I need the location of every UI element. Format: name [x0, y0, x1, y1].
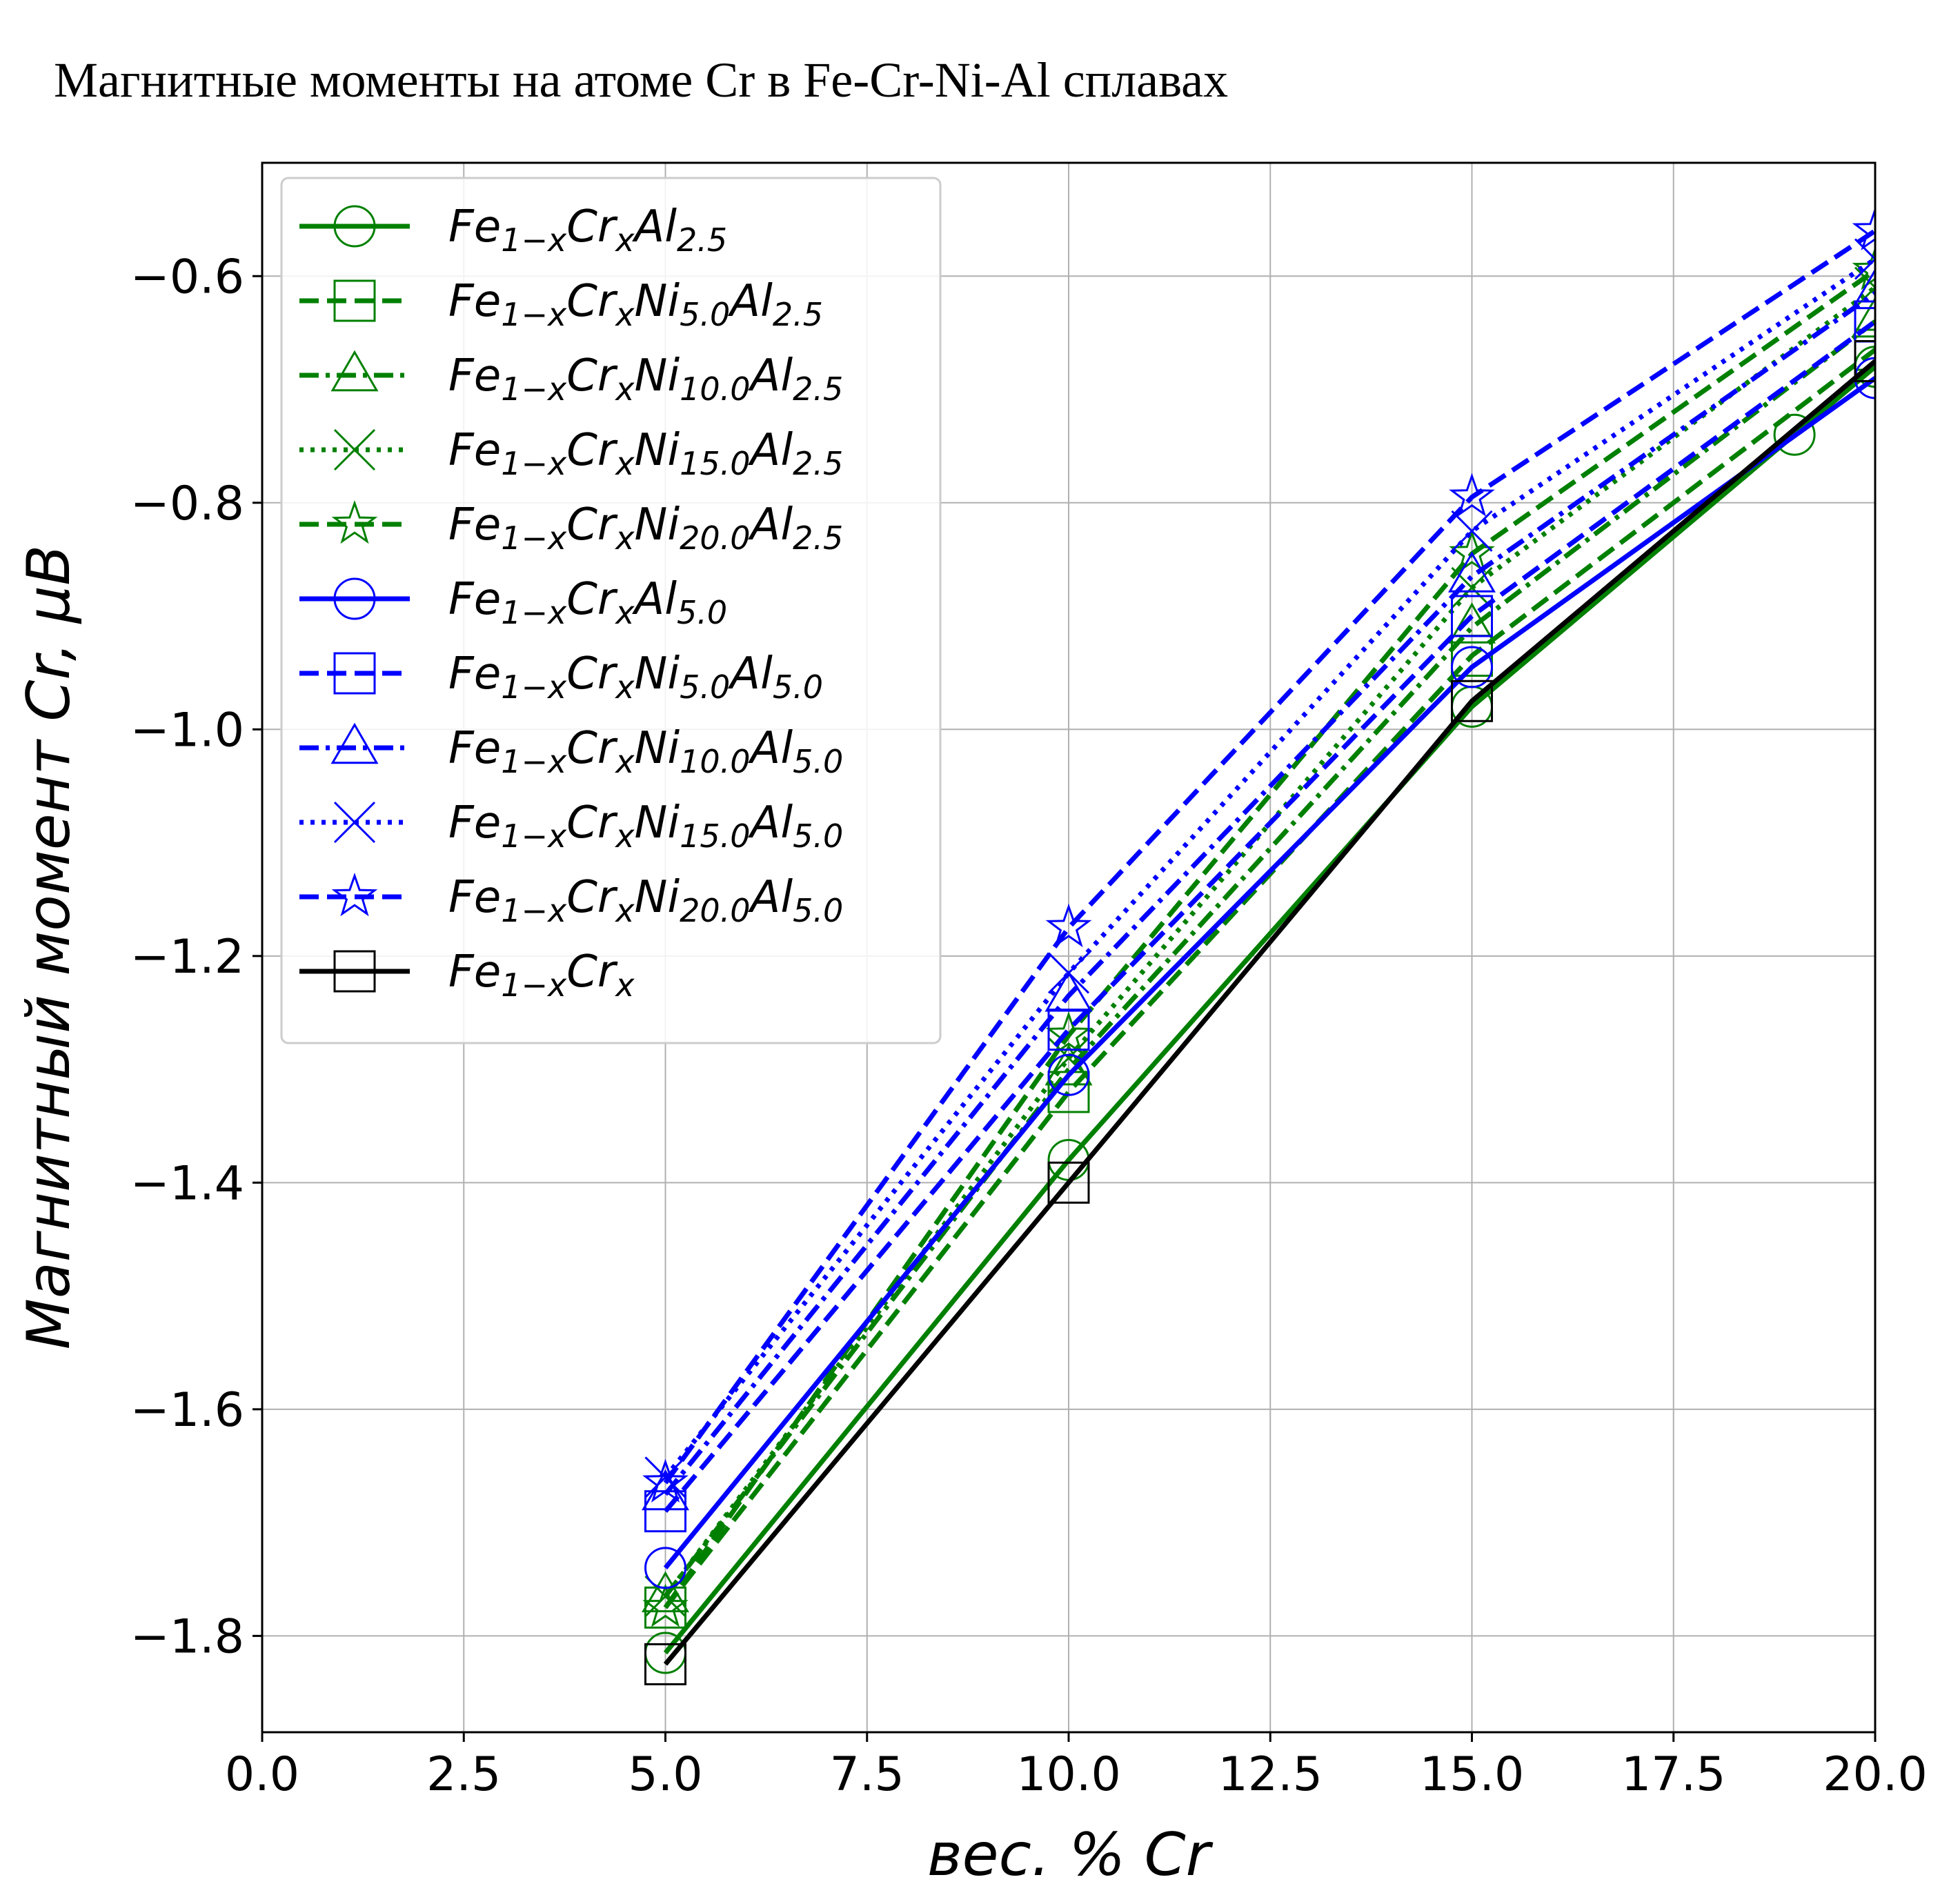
legend-entry: Fe1−xCrxNi5.0Al2.5	[299, 276, 823, 333]
legend-entry: Fe1−xCrxAl5.0	[299, 574, 727, 631]
series-10	[642, 206, 1875, 1503]
data-point-square	[1047, 1161, 1090, 1204]
legend-label: Fe1−xCrxNi10.0Al5.0	[448, 723, 843, 780]
series-11	[644, 339, 1875, 1685]
data-point-star	[1852, 246, 1875, 290]
data-point-triangle	[1851, 296, 1875, 338]
x-tick-label: 0.0	[225, 1747, 299, 1802]
data-point-x	[644, 1456, 686, 1498]
data-point-x	[333, 428, 376, 471]
x-tick-label: 15.0	[1420, 1747, 1524, 1802]
y-tick-label: −0.6	[130, 250, 244, 304]
legend-entry: Fe1−xCrx	[299, 946, 635, 1004]
data-point-square	[1854, 300, 1875, 343]
data-point-x	[1451, 510, 1493, 552]
data-point-circle	[1451, 646, 1493, 688]
x-tick-label: 20.0	[1823, 1747, 1927, 1802]
y-axis: −1.8 −1.6 −1.4 −1.2 −1.0 −0.8 −0.6	[130, 250, 262, 1664]
data-point-square	[644, 1643, 686, 1685]
chart-title: Магнитные моменты на атоме Cr в Fe-Cr-Ni…	[54, 52, 1228, 108]
legend-entry: Fe1−xCrxNi15.0Al2.5	[299, 425, 843, 482]
series-line	[663, 228, 1875, 1485]
data-point-star	[1852, 206, 1875, 250]
data-point-x	[333, 801, 376, 844]
series-line	[663, 291, 1875, 1496]
legend-entry: Fe1−xCrxNi15.0Al5.0	[299, 797, 843, 855]
y-tick-label: −1.0	[130, 703, 244, 757]
data-point-star	[1449, 473, 1495, 517]
y-tick-label: −1.8	[130, 1609, 244, 1664]
x-axis: 0.0 2.5 5.0 7.5 10.0 12.5 15.0 17.5 20.0	[225, 1732, 1928, 1802]
data-point-square	[1451, 595, 1493, 637]
data-point-triangle	[330, 722, 379, 764]
legend-label: Fe1−xCrxNi20.0Al5.0	[448, 872, 843, 929]
data-point-triangle	[641, 1469, 690, 1511]
legend-label: Fe1−xCrxNi5.0Al2.5	[448, 276, 823, 333]
x-axis-label: вес. % Cr	[927, 1821, 1214, 1890]
legend-label: Fe1−xCrxAl5.0	[448, 574, 727, 631]
data-point-triangle	[1045, 970, 1093, 1012]
data-point-triangle	[1447, 602, 1496, 644]
series-7	[644, 300, 1875, 1533]
legend-entry: Fe1−xCrxNi10.0Al5.0	[299, 722, 843, 780]
data-point-square	[333, 950, 376, 993]
legend-label: Fe1−xCrxNi20.0Al2.5	[448, 499, 843, 557]
series-8	[641, 268, 1875, 1511]
x-tick-label: 12.5	[1218, 1747, 1323, 1802]
legend-box	[280, 177, 942, 1044]
x-tick-label: 2.5	[426, 1747, 501, 1802]
series-line	[663, 359, 1875, 1666]
data-point-triangle	[1851, 268, 1875, 310]
y-axis-label: Магнитный момент Cr, μB	[14, 545, 83, 1350]
data-point-x	[1854, 238, 1875, 280]
legend-entry: Fe1−xCrxAl2.5	[299, 201, 727, 259]
legend-entry: Fe1−xCrxNi5.0Al5.0	[299, 648, 823, 706]
data-point-triangle	[330, 350, 379, 392]
data-point-triangle	[1447, 551, 1496, 593]
x-tick-label: 17.5	[1621, 1747, 1725, 1802]
data-point-star	[1045, 1011, 1092, 1055]
series-9	[644, 238, 1875, 1498]
series-line	[663, 376, 1875, 1570]
legend-entry: Fe1−xCrxNi20.0Al5.0	[299, 872, 843, 929]
y-tick-label: −0.8	[130, 477, 244, 531]
data-point-star	[642, 1458, 689, 1503]
y-tick-label: −1.4	[130, 1156, 244, 1211]
data-point-circle	[1773, 413, 1816, 456]
data-point-square	[1451, 680, 1493, 722]
data-point-square	[1854, 339, 1875, 382]
data-point-circle	[333, 577, 376, 620]
x-tick-label: 5.0	[628, 1747, 702, 1802]
legend-label: Fe1−xCrxNi10.0Al2.5	[448, 350, 843, 408]
data-point-circle	[333, 205, 376, 248]
legend-entry: Fe1−xCrxNi20.0Al2.5	[299, 499, 843, 557]
data-point-x	[1047, 952, 1090, 994]
data-point-star	[331, 872, 378, 917]
legend-label: Fe1−xCrxNi15.0Al2.5	[448, 425, 843, 482]
y-tick-label: −1.6	[130, 1383, 244, 1438]
series-line	[663, 257, 1875, 1479]
legend-label: Fe1−xCrx	[448, 946, 635, 1004]
legend: Fe1−xCrxAl2.5 Fe1−xCrxNi5.0Al2.5 Fe1−xCrxN…	[280, 177, 942, 1044]
data-point-star	[331, 499, 378, 544]
data-point-square	[333, 279, 376, 322]
x-tick-label: 10.0	[1016, 1747, 1120, 1802]
legend-label: Fe1−xCrxAl2.5	[448, 201, 727, 259]
legend-label: Fe1−xCrxNi15.0Al5.0	[448, 797, 843, 855]
data-point-circle	[1047, 1053, 1090, 1096]
series-6	[644, 357, 1875, 1589]
data-point-square	[333, 652, 376, 695]
series-line	[663, 319, 1875, 1513]
data-point-star	[642, 1583, 689, 1627]
x-tick-label: 7.5	[830, 1747, 904, 1802]
legend-label: Fe1−xCrxNi5.0Al5.0	[448, 648, 823, 706]
series-layer	[641, 206, 1875, 1685]
y-tick-label: −1.2	[130, 930, 244, 984]
legend-entry: Fe1−xCrxNi10.0Al2.5	[299, 350, 843, 408]
data-point-circle	[644, 1547, 686, 1589]
data-point-star	[1045, 903, 1092, 948]
series-line	[663, 365, 1875, 1655]
